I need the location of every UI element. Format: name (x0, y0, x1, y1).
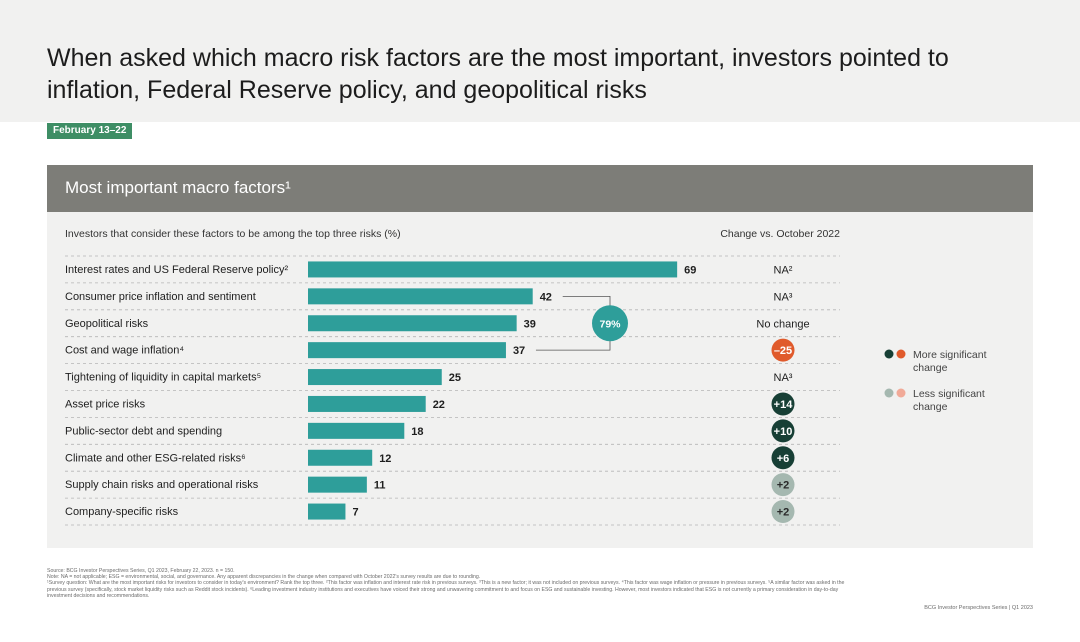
bar (308, 395, 426, 412)
change-badge (771, 338, 795, 362)
value-label: 25 (449, 372, 461, 384)
footnote-note: Note: NA = not applicable; ESG = environ… (47, 574, 481, 581)
bar (308, 369, 442, 386)
change-label: +14 (774, 399, 794, 411)
category-label: Cost and wage inflation⁴ (65, 345, 184, 357)
change-badge (771, 473, 795, 497)
value-label: 12 (379, 453, 391, 465)
change-label: +2 (777, 480, 790, 492)
date-badge: February 13–22 (47, 123, 133, 139)
chart-panel: Most important macro factors¹ Investors … (47, 165, 1033, 548)
chart-subtitle: Investors that consider these factors to… (65, 228, 401, 240)
category-label: Interest rates and US Federal Reserve po… (65, 264, 288, 276)
value-label: 37 (513, 345, 525, 357)
legend-dot-less-pink (896, 388, 906, 398)
legend-label-less: Less significant change (913, 388, 985, 413)
bar (308, 315, 517, 332)
change-label: NA³ (774, 291, 793, 303)
value-label: 18 (411, 426, 423, 438)
legend-dot-more-dark (884, 349, 894, 359)
value-label: 7 (352, 507, 358, 519)
footnote-details: ¹Survey question: What are the most impo… (47, 580, 845, 599)
category-label: Climate and other ESG-related risks⁶ (65, 452, 246, 464)
change-badge (771, 392, 795, 416)
footnotes: Source: BCG Investor Perspectives Series… (47, 568, 857, 599)
value-label: 42 (540, 291, 552, 303)
category-label: Public-sector debt and spending (65, 425, 222, 437)
credit-line: BCG Investor Perspectives Series | Q1 20… (924, 605, 1033, 611)
value-label: 69 (684, 264, 696, 276)
bar-chart: Investors that consider these factors to… (65, 228, 987, 526)
category-label: Consumer price inflation and sentiment (65, 291, 256, 303)
legend-label-more: More significant change (913, 349, 987, 374)
total-badge (592, 305, 628, 342)
change-label: –25 (774, 345, 792, 357)
change-label: +10 (774, 426, 793, 438)
header-band (0, 0, 1080, 122)
change-badge (771, 500, 795, 524)
category-label: Asset price risks (65, 398, 146, 410)
change-label: +6 (777, 453, 790, 465)
change-header: Change vs. October 2022 (720, 228, 840, 240)
legend-dot-less-gray (884, 388, 894, 398)
change-label: NA² (774, 264, 793, 276)
footnote-source: Source: BCG Investor Perspectives Series… (47, 568, 235, 574)
panel-title: Most important macro factors¹ (65, 178, 291, 197)
category-label: Tightening of liquidity in capital marke… (65, 372, 261, 384)
bar (308, 342, 506, 359)
category-label: Company-specific risks (65, 506, 179, 518)
bar (308, 503, 346, 520)
change-label: No change (756, 318, 809, 330)
change-label: NA³ (774, 372, 793, 384)
page-title: When asked which macro risk factors are … (47, 44, 949, 104)
change-label: +2 (777, 507, 790, 519)
bar (308, 476, 367, 493)
value-label: 11 (374, 480, 386, 492)
bar (308, 422, 405, 439)
change-badge (771, 419, 795, 443)
value-label: 39 (524, 318, 536, 330)
bar (308, 288, 533, 305)
change-badge (771, 446, 795, 470)
bar (308, 449, 373, 466)
legend-dot-more-orange (896, 349, 906, 359)
total-label: 79% (599, 318, 621, 330)
panel-header: Most important macro factors¹ (47, 165, 1033, 212)
category-label: Geopolitical risks (65, 318, 149, 330)
category-label: Supply chain risks and operational risks (65, 479, 259, 491)
value-label: 22 (433, 399, 445, 411)
bar (308, 261, 678, 278)
